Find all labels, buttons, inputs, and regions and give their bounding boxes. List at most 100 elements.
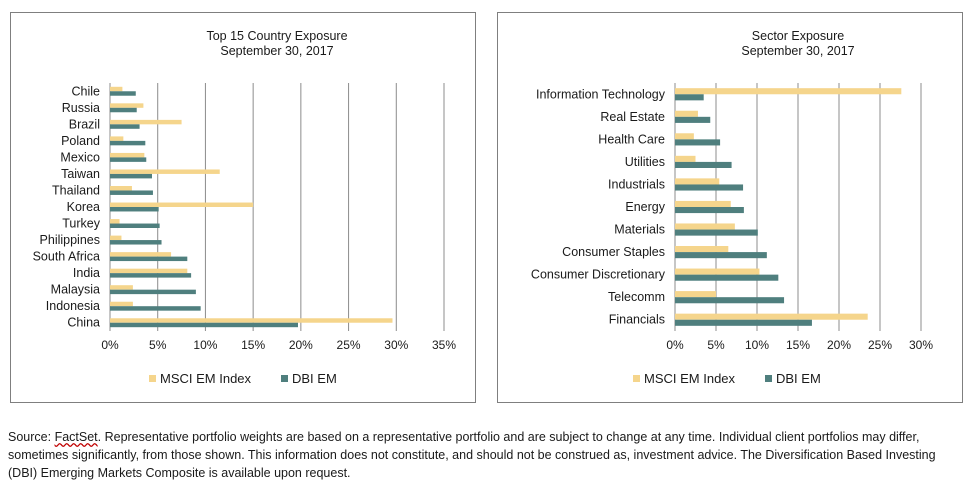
x-tick-label: 10% [193,338,217,352]
bar-msci-em-index [110,235,122,241]
bar-msci-em-index [110,219,120,224]
bar-dbi-em [110,273,192,278]
bar-msci-em-index [110,152,145,158]
bar-msci-em-index [675,133,694,140]
bar-msci-em-index [110,136,124,141]
bar-msci-em-index [675,178,720,185]
bar-dbi-em [110,240,162,245]
bar-dbi-em [110,140,146,146]
bar-dbi-em [675,297,785,304]
category-label: Utilities [625,155,665,169]
bar-dbi-em [110,306,201,311]
category-label: Brazil [69,117,100,131]
bar-msci-em-index [110,169,220,174]
bar-dbi-em [675,139,721,146]
category-label: Consumer Staples [562,245,665,259]
bar-msci-em-index [675,246,729,253]
bar-msci-em-index [675,268,760,275]
bar-dbi-em [110,173,152,179]
bar-msci-em-index [110,285,133,290]
sector-exposure-panel: Sector Exposure September 30, 2017 0% 5% 10%… [497,12,963,403]
category-label: Telecomm [608,290,665,304]
category-label: Information Technology [536,87,666,101]
bar-msci-em-index [110,268,188,274]
bar-dbi-em [675,252,767,259]
legend-swatch-msci [149,375,156,382]
chart-title: Sector Exposure [752,29,844,43]
bar-msci-em-index [110,119,182,125]
x-tick-label: 30% [909,338,933,352]
category-label: Indonesia [46,299,100,313]
x-tick-label: 0% [101,338,119,352]
bar-dbi-em [675,229,758,236]
legend-label-msci: MSCI EM Index [644,371,736,386]
bar-msci-em-index [675,200,731,207]
legend-swatch-dbi [281,375,288,382]
bar-msci-em-index [110,252,172,257]
legend-label-dbi: DBI EM [292,371,337,386]
bar-dbi-em [110,207,159,212]
category-label: Malaysia [51,283,100,297]
bar-dbi-em [110,107,137,113]
category-label: Turkey [62,217,100,231]
category-label: Philippines [40,233,100,247]
category-label: Materials [614,223,665,237]
footnote-text: . Representative portfolio weights are b… [8,430,936,480]
bar-dbi-em [110,157,147,162]
bar-dbi-em [110,223,160,228]
x-tick-label: 0% [666,338,684,352]
bar-msci-em-index [675,155,696,162]
bar-msci-em-index [675,223,735,230]
bar-msci-em-index [675,291,716,298]
category-label: Energy [625,200,665,214]
legend-label-msci: MSCI EM Index [160,371,252,386]
x-tick-label: 25% [337,338,361,352]
bar-dbi-em [110,91,136,96]
bar-dbi-em [110,289,196,295]
bar-dbi-em [675,319,812,326]
bar-dbi-em [675,116,711,123]
bar-msci-em-index [110,103,144,108]
bar-msci-em-index [110,202,254,207]
category-label: Industrials [608,177,665,191]
category-label: Mexico [60,150,100,164]
country-exposure-panel: Top 15 Country Exposure September 30, 201… [10,12,476,403]
bar-dbi-em [675,184,744,191]
bar-msci-em-index [675,313,868,320]
category-label: Financials [609,313,665,327]
bar-msci-em-index [675,110,698,117]
chart-title: Top 15 Country Exposure [206,29,347,43]
category-label: Real Estate [600,110,665,124]
category-label: China [67,316,100,330]
bar-msci-em-index [110,186,132,191]
bar-msci-em-index [110,301,133,307]
bar-dbi-em [675,161,732,168]
legend-swatch-msci [633,375,640,382]
x-tick-label: 20% [289,338,313,352]
bar-dbi-em [675,94,704,101]
bar-dbi-em [110,190,153,195]
bar-dbi-em [110,322,298,328]
x-tick-label: 35% [432,338,456,352]
x-tick-label: 15% [241,338,265,352]
x-tick-label: 15% [786,338,810,352]
bar-dbi-em [675,274,779,281]
x-tick-label: 25% [868,338,892,352]
category-label: Consumer Discretionary [531,268,666,282]
bar-msci-em-index [110,86,123,92]
x-tick-label: 20% [827,338,851,352]
legend-swatch-dbi [765,375,772,382]
footnote-prefix: Source: [8,430,55,444]
bar-dbi-em [675,207,744,214]
category-label: Korea [67,200,100,214]
category-label: Russia [62,101,100,115]
bar-msci-em-index [675,88,902,95]
legend-label-dbi: DBI EM [776,371,821,386]
x-tick-label: 5% [149,338,167,352]
category-label: India [73,266,100,280]
chart-subtitle: September 30, 2017 [220,44,333,58]
x-tick-label: 30% [384,338,408,352]
category-label: Poland [61,134,100,148]
x-tick-label: 5% [707,338,725,352]
